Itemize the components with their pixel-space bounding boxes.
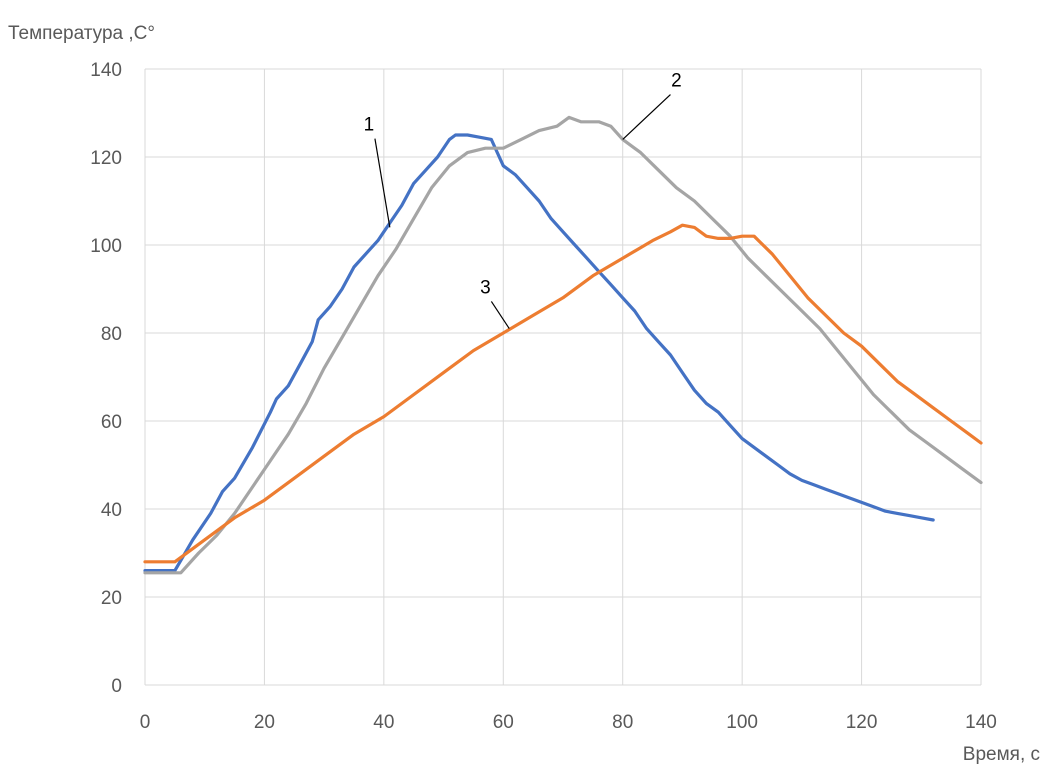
x-tick-label: 0 [140, 712, 151, 733]
gridlines [145, 68, 982, 685]
y-tick-label: 0 [111, 676, 122, 697]
curve-annotations: 1 2 3 [364, 71, 682, 329]
y-axis-title: Температура ,С° [8, 23, 155, 44]
series-line-3 [143, 223, 983, 564]
x-tick-label: 40 [373, 712, 394, 733]
y-tick-label: 120 [90, 148, 122, 169]
curve-label: 3 [480, 277, 491, 298]
curve-label: 1 [364, 115, 375, 136]
x-tick-label: 100 [726, 712, 758, 733]
x-tick-label: 140 [965, 712, 997, 733]
axes [144, 69, 981, 686]
annotation-leader-line [622, 94, 671, 140]
y-tick-label: 80 [101, 324, 122, 345]
series-lines [143, 115, 983, 575]
y-tick-label: 100 [90, 236, 122, 257]
annotation-leader-line [374, 138, 391, 228]
y-tick-label: 60 [101, 412, 122, 433]
x-tick-label: 120 [846, 712, 878, 733]
tick-labels: 0 20 40 60 80 100 120 140 0 20 40 60 80 100 120 140 [90, 60, 997, 733]
series-line-1 [143, 133, 935, 573]
y-tick-label: 140 [90, 60, 122, 81]
x-tick-label: 80 [612, 712, 633, 733]
x-axis-title: Время, с [963, 744, 1040, 765]
series-line-2 [143, 115, 983, 575]
y-tick-label: 20 [101, 588, 122, 609]
curve-label: 2 [671, 71, 682, 92]
annotation-leader-line [490, 301, 510, 329]
y-tick-label: 40 [101, 500, 122, 521]
x-tick-label: 60 [493, 712, 514, 733]
x-tick-label: 20 [254, 712, 275, 733]
